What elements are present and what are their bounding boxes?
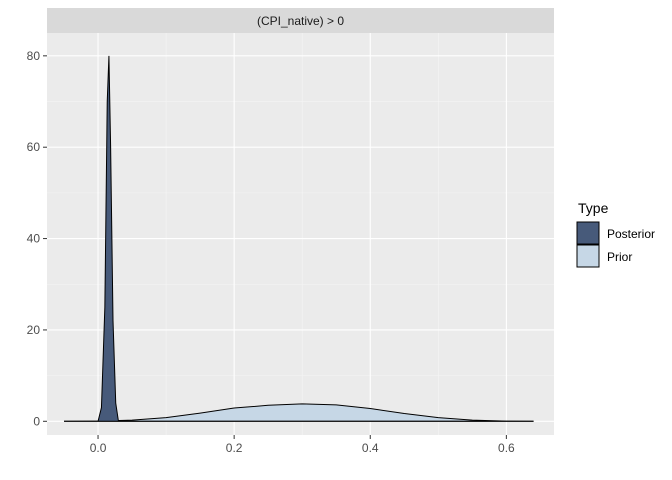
density-area-posterior [64,55,534,422]
facet-strip-label: (CPI_native) > 0 [257,14,344,28]
gridlines [47,33,554,435]
x-tick-label: 0.2 [226,441,243,455]
density-areas [64,55,534,422]
density-area-prior [64,403,534,422]
y-tick-label: 0 [33,414,40,428]
x-tick-label: 0.6 [498,441,515,455]
legend-key-prior [576,244,600,268]
plot-panel [47,33,554,435]
y-tick-label: 60 [27,140,41,154]
legend-label-posterior: Posterior [607,227,655,241]
x-tick-label: 0.4 [362,441,379,455]
legend-title: Type [578,200,609,216]
legend-label-prior: Prior [607,250,632,264]
strip-background [47,8,554,33]
legend: Type Posterior Prior [576,200,655,268]
y-tick-label: 20 [27,323,41,337]
x-axis: 0.0 0.2 0.4 0.6 [90,435,515,455]
y-tick-label: 80 [27,49,41,63]
y-axis: 0 20 40 60 80 [27,49,47,428]
x-tick-label: 0.0 [90,441,107,455]
y-tick-label: 40 [27,232,41,246]
legend-key-posterior [576,221,600,245]
